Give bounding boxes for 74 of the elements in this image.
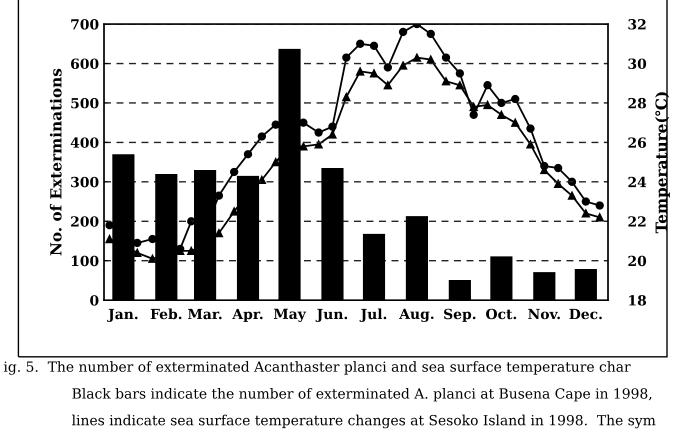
point [483, 100, 492, 110]
point [568, 191, 576, 200]
point [596, 213, 604, 222]
point [596, 201, 604, 210]
y-tick-label: 300 [71, 176, 98, 188]
y2-tick-label: 22 [628, 216, 646, 227]
y2-tick-label: 18 [629, 295, 646, 306]
x-tick-label: Sep. [444, 308, 476, 322]
x-tick-label: Nov. [528, 308, 560, 320]
text: Black bars indicate the number of exterminated A. planci at Busena Cape in 1998, [72, 388, 652, 402]
point [244, 150, 252, 158]
point [314, 140, 323, 149]
point [456, 69, 464, 78]
y-tick-label: 500 [71, 98, 98, 108]
point [384, 81, 392, 90]
point [470, 102, 478, 112]
point [133, 248, 142, 257]
y2-tick-label: 30 [628, 58, 646, 69]
point [554, 164, 562, 172]
text: ig. 5. The number of exterminated Acanthaster planci and sea surface temperature char [4, 361, 631, 375]
x-tick-label: Feb. [150, 308, 182, 320]
point [412, 53, 422, 62]
y-axis-title: No. of Exterminations [50, 68, 62, 256]
x-tick-label: May [274, 308, 306, 322]
point [370, 42, 378, 50]
y2-axis-title: Temperature(℃) [655, 92, 670, 234]
point [483, 81, 492, 90]
point [511, 118, 520, 127]
y2-tick-label: 28 [628, 98, 646, 108]
point [356, 67, 364, 76]
point [384, 63, 392, 72]
point [314, 128, 323, 137]
point [342, 92, 350, 102]
y-tick-label: 700 [71, 19, 98, 30]
point [328, 130, 337, 139]
point [526, 140, 535, 149]
y2-tick-label: 26 [628, 137, 646, 148]
y-tick-label: 200 [71, 216, 98, 227]
x-tick-label: Jun. [316, 308, 348, 322]
y2-tick-label: 32 [628, 19, 646, 30]
y2-tick-label: 20 [628, 256, 646, 266]
y-tick-label: 100 [72, 256, 98, 266]
point [230, 168, 238, 176]
point [582, 197, 590, 206]
point [456, 81, 464, 90]
point [497, 110, 506, 119]
point [554, 180, 562, 188]
point [497, 98, 506, 108]
x-tick-label: Jan. [107, 308, 138, 322]
point [442, 77, 450, 86]
point [582, 209, 590, 218]
x-tick-label: Oct. [486, 308, 516, 320]
point [426, 55, 435, 64]
y-tick-label: 0 [90, 295, 98, 306]
text: lines indicate sea surface temperature changes at Sesoko Island in 1998. The sym [72, 414, 656, 428]
y-tick-label: 600 [71, 58, 98, 69]
point [526, 124, 535, 133]
x-tick-label: Mar. [188, 308, 222, 320]
y2-tick-label: 24 [628, 176, 646, 188]
x-tick-label: Aug. [399, 308, 434, 322]
point [258, 132, 266, 141]
point [342, 53, 350, 62]
point [398, 61, 408, 70]
x-tick-label: Apr. [232, 308, 263, 322]
point [370, 69, 378, 78]
point [470, 110, 478, 119]
y-tick-label: 400 [70, 137, 98, 148]
x-tick-label: Jul. [360, 308, 386, 322]
point [426, 30, 435, 38]
point [398, 28, 408, 36]
point [511, 94, 520, 104]
x-tick-label: Dec. [569, 308, 602, 320]
point [442, 53, 450, 62]
point [356, 40, 364, 48]
